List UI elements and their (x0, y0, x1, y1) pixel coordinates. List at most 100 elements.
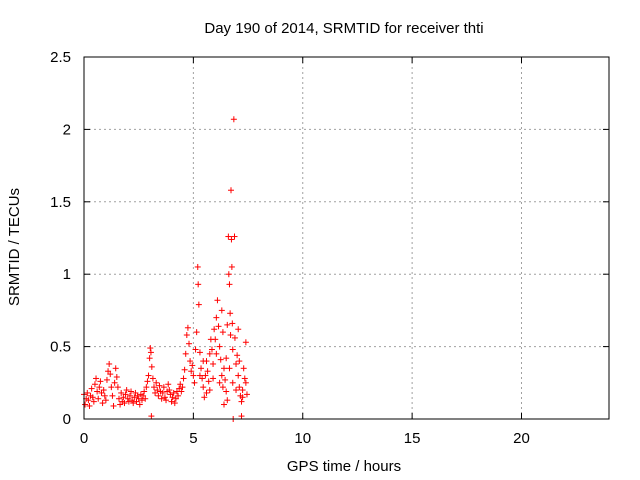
chart-title: Day 190 of 2014, SRMTID for receiver tht… (204, 20, 483, 37)
data-point (192, 346, 199, 353)
data-point (158, 395, 165, 402)
data-point (180, 375, 187, 382)
data-point (86, 402, 93, 409)
data-point (107, 371, 114, 378)
data-point (196, 372, 203, 379)
data-point (141, 388, 148, 395)
data-point (126, 392, 133, 399)
data-point (238, 413, 245, 420)
data-point (228, 236, 235, 243)
data-point (169, 394, 176, 401)
data-point (170, 389, 177, 396)
data-point (184, 324, 191, 331)
data-point (219, 329, 226, 336)
data-point (235, 372, 242, 379)
data-point (223, 388, 230, 395)
data-point (95, 395, 102, 402)
data-point (200, 384, 207, 391)
data-point (100, 387, 107, 394)
data-point (221, 365, 227, 372)
data-point (91, 381, 98, 388)
data-point (223, 355, 230, 362)
data-point (110, 402, 117, 409)
data-point (210, 375, 217, 382)
data-point (191, 379, 198, 386)
data-point (181, 366, 188, 373)
data-point (182, 350, 189, 357)
data-point (231, 233, 238, 240)
data-point (188, 368, 195, 375)
data-point (204, 368, 211, 375)
data-point (203, 389, 210, 396)
data-point (168, 398, 175, 405)
data-point (112, 365, 119, 372)
data-point (161, 394, 168, 401)
data-point (242, 379, 249, 386)
data-point (131, 394, 138, 401)
data-point (102, 397, 109, 404)
axes: 0 0.5 1 1.5 2 2.5 0 5 10 15 20 (50, 49, 610, 447)
data-point (214, 297, 221, 304)
data-point (224, 321, 231, 328)
data-point (196, 349, 203, 356)
data-point (134, 392, 141, 399)
data-point (201, 394, 208, 401)
data-point (149, 375, 156, 382)
data-point (118, 389, 125, 396)
data-point (206, 387, 213, 394)
data-point (154, 387, 161, 394)
data-point (212, 336, 219, 343)
data-point (219, 384, 226, 391)
data-point (233, 360, 240, 367)
data-point (125, 398, 132, 405)
data-point (206, 350, 213, 357)
data-point (233, 387, 240, 394)
data-point (99, 400, 106, 407)
data-point (222, 376, 229, 383)
data-point (159, 389, 166, 396)
data-point (143, 384, 150, 391)
data-point (153, 379, 160, 386)
data-point (230, 116, 237, 123)
data-point (228, 187, 234, 194)
x-axis-label: GPS time / hours (287, 458, 401, 475)
data-point (221, 401, 227, 408)
data-point (193, 329, 200, 336)
data-point (101, 392, 108, 399)
data-point (146, 355, 153, 362)
data-point (208, 346, 215, 353)
x-tick-label: 0 (80, 430, 88, 447)
data-point (171, 400, 178, 407)
data-point (194, 263, 201, 270)
data-point (122, 391, 129, 398)
data-point (213, 314, 220, 321)
data-point (106, 360, 113, 367)
data-point (94, 388, 101, 395)
data-point (148, 363, 155, 370)
data-point (90, 398, 97, 405)
data-point (229, 379, 236, 386)
data-point (116, 395, 122, 402)
data-point (205, 378, 212, 385)
data-point (210, 360, 217, 367)
data-point (147, 349, 154, 356)
data-point (186, 340, 192, 347)
y-axis-label: SRMTID / TECUs (6, 188, 23, 306)
data-point (103, 376, 110, 383)
data-point (113, 374, 120, 381)
data-point (138, 397, 145, 404)
y-tick-label: 1.5 (50, 194, 71, 211)
data-point (88, 385, 95, 392)
data-point (163, 397, 170, 404)
data-point (239, 387, 246, 394)
data-point (160, 384, 167, 391)
y-tick-label: 0 (63, 411, 71, 428)
y-tick-label: 0.5 (50, 339, 71, 356)
data-point (241, 375, 248, 382)
data-point (229, 346, 236, 353)
data-point (128, 388, 135, 395)
x-tick-label: 10 (294, 430, 311, 447)
data-point (121, 400, 128, 407)
